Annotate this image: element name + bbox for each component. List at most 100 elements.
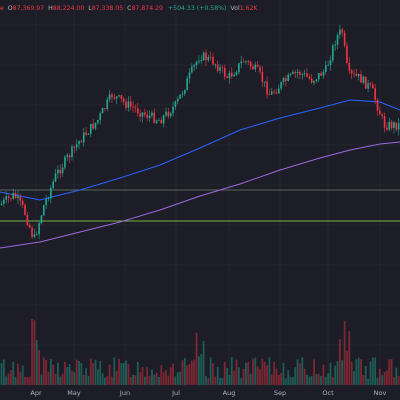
volume-bar	[96, 369, 99, 385]
volume-bar	[75, 359, 78, 385]
candle-body	[261, 71, 264, 83]
candle-body	[310, 78, 313, 83]
candle-body	[12, 192, 15, 199]
volume-bar	[49, 358, 52, 385]
candle-body	[214, 64, 217, 66]
volume-bar	[66, 366, 69, 385]
candle-body	[35, 234, 38, 236]
volume-bar	[113, 357, 116, 385]
volume-bar	[125, 360, 127, 385]
candle-body	[259, 66, 261, 72]
volume-bar	[89, 358, 92, 385]
candle-body	[151, 112, 153, 116]
volume-bars	[0, 318, 400, 385]
volume-bar	[237, 367, 240, 385]
candle-body	[263, 81, 266, 83]
low-value: 87,338.05	[91, 5, 124, 12]
candle-body	[50, 187, 52, 199]
moving-average-fast-line	[0, 99, 400, 201]
month-label-aug: Aug	[222, 389, 236, 397]
candle-body	[61, 167, 64, 174]
volume-bar	[263, 361, 266, 385]
volume-bar	[355, 359, 358, 385]
symbol-marker: e	[0, 5, 4, 12]
volume-bar	[270, 374, 273, 385]
candle-body	[285, 78, 287, 82]
volume-bar	[136, 362, 139, 385]
candle-body	[367, 83, 369, 89]
candle-body	[268, 94, 271, 96]
volume-bar	[371, 357, 374, 385]
candle-body	[334, 44, 336, 46]
candle-body	[320, 73, 322, 76]
time-axis[interactable]: Apr May Jun Jul Aug Sep Oct Nov	[0, 385, 400, 400]
ohlc-legend: e O87,369.97 H88,224.00 L87,338.05 C87,8…	[0, 3, 258, 15]
candle-body	[108, 94, 111, 100]
candle-body	[205, 52, 207, 61]
volume-bar	[28, 376, 31, 385]
volume-bar	[310, 376, 313, 385]
volume-bar	[273, 361, 275, 385]
close-value: 87,874.29	[131, 5, 164, 12]
volume-bar	[129, 377, 132, 385]
candle-body	[395, 122, 398, 130]
volume-bar	[118, 358, 120, 385]
candle-body	[278, 88, 280, 94]
volume-bar	[233, 370, 236, 385]
volume-bar	[73, 372, 76, 385]
candle-body	[223, 67, 226, 77]
candle-body	[31, 227, 33, 237]
volume-bar	[143, 376, 146, 385]
candle-body	[287, 74, 289, 82]
volume-bar	[167, 375, 170, 385]
high-label: H	[48, 5, 53, 12]
volume-bar	[247, 361, 250, 385]
candle-body	[87, 133, 90, 135]
volume-bar	[26, 377, 29, 385]
volume-bar	[214, 376, 217, 385]
volume-bar	[296, 359, 299, 385]
candle-body	[327, 65, 329, 66]
month-label-nov: Nov	[373, 389, 387, 397]
candle-body	[306, 73, 308, 77]
candle-body	[238, 63, 240, 73]
open-value: 87,369.97	[12, 5, 45, 12]
volume-bar	[54, 373, 57, 385]
volume-bar	[261, 358, 264, 385]
volume-bar	[141, 366, 144, 385]
volume-bar	[275, 368, 278, 385]
volume-bar	[193, 359, 196, 385]
volume-bar	[301, 357, 304, 385]
volume-bar	[289, 376, 292, 385]
volume-bar	[360, 359, 362, 385]
volume-bar	[5, 376, 8, 385]
volume-bar	[33, 320, 36, 385]
volume-bar	[14, 376, 17, 385]
volume-bar	[284, 378, 287, 385]
candle-body	[397, 123, 400, 130]
volume-bar	[134, 375, 137, 385]
candle-body	[383, 116, 386, 128]
month-label-sep: Sep	[273, 389, 287, 397]
volume-bar	[17, 363, 19, 385]
volume-bar	[0, 362, 3, 385]
volume-bar	[71, 371, 73, 385]
volume-bar	[120, 363, 123, 385]
candle-body	[376, 99, 379, 111]
volume-bar	[249, 373, 252, 385]
volume-bar	[343, 321, 346, 385]
candle-body	[393, 122, 395, 128]
high-value: 88,224.00	[52, 5, 85, 12]
volume-bar	[82, 374, 85, 385]
candle-body	[193, 65, 195, 67]
candle-body	[64, 156, 66, 168]
candle-body	[97, 120, 99, 123]
candle-body	[252, 66, 254, 70]
candle-body	[106, 99, 109, 109]
volume-bar	[266, 365, 268, 385]
candle-body	[362, 76, 365, 83]
volume-bar	[78, 360, 80, 385]
candle-body	[92, 123, 94, 129]
candle-body	[256, 64, 259, 67]
